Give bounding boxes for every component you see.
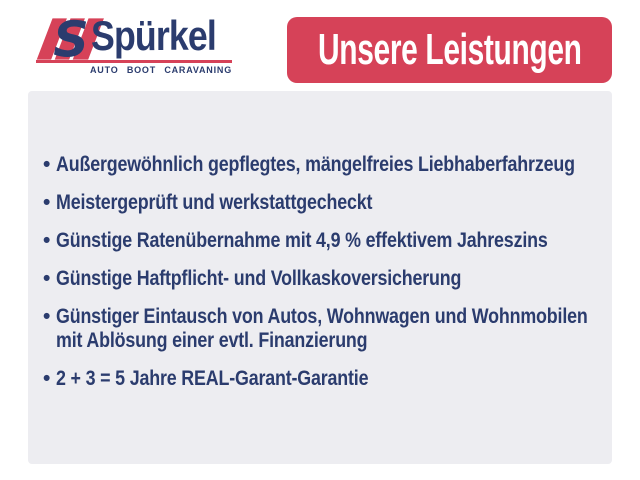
spuerkel-s-icon: S [36,16,104,62]
service-item-text: 2 + 3 = 5 Jahre REAL-Garant-Garantie [56,367,369,390]
service-item-text: Günstige Ratenübernahme mit 4,9 % effekt… [56,229,548,252]
services-panel: Außergewöhnlich gepflegtes, mängelfreies… [28,91,612,464]
service-item-text: Günstiger Eintausch von Autos, Wohnwagen… [56,305,588,352]
services-banner: Unsere Leistungen [287,17,612,83]
banner-title: Unsere Leistungen [317,25,582,74]
service-item: Meistergeprüft und werkstattgecheckt [43,191,602,215]
service-item-text: Außergewöhnlich gepflegtes, mängelfreies… [56,153,575,176]
service-item: 2 + 3 = 5 Jahre REAL-Garant-Garantie [43,367,602,391]
logo-tagline: AUTO BOOT CARAVANING [90,65,232,75]
service-item-text: Meistergeprüft und werkstattgecheckt [56,191,373,214]
service-item: Günstiger Eintausch von Autos, Wohnwagen… [43,305,602,353]
service-item: Günstige Haftpflicht- und Vollkaskoversi… [43,267,602,291]
brand-name: Spürkel [91,12,217,59]
logo-underline [36,60,232,63]
service-item-text: Günstige Haftpflicht- und Vollkaskoversi… [56,267,462,290]
service-item: Außergewöhnlich gepflegtes, mängelfreies… [43,153,602,177]
services-list: Außergewöhnlich gepflegtes, mängelfreies… [28,91,612,391]
svg-text:S: S [53,16,89,62]
service-item: Günstige Ratenübernahme mit 4,9 % effekt… [43,229,602,253]
